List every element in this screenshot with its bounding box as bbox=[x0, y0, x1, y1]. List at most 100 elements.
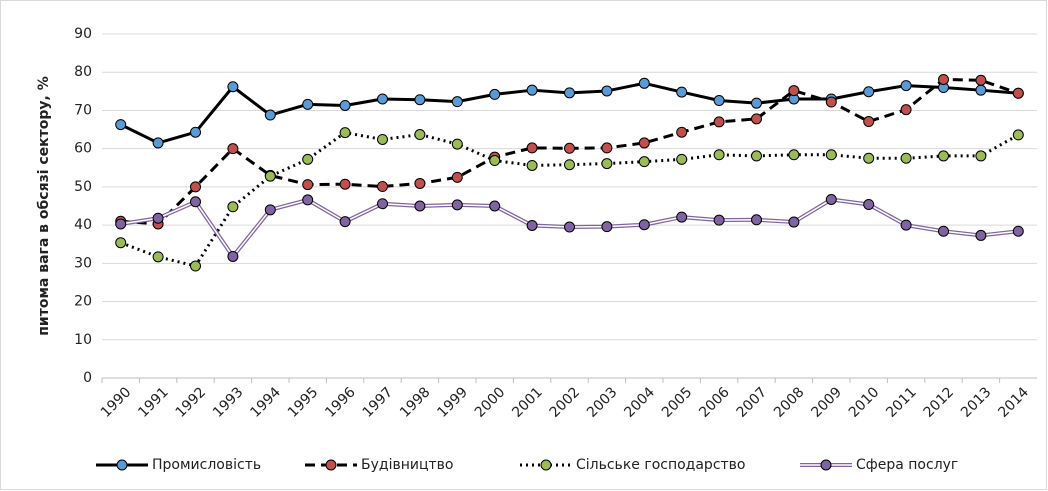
y-tick-label: 80 bbox=[74, 64, 92, 80]
data-point bbox=[489, 200, 501, 212]
legend-marker bbox=[820, 459, 832, 471]
data-point bbox=[302, 153, 314, 165]
data-point bbox=[451, 138, 463, 150]
data-point bbox=[227, 250, 239, 262]
data-point bbox=[825, 149, 837, 161]
data-point bbox=[414, 129, 426, 141]
data-point bbox=[190, 260, 201, 272]
data-point bbox=[414, 200, 426, 212]
data-point bbox=[938, 225, 949, 237]
data-point bbox=[152, 251, 164, 263]
y-tick-label: 60 bbox=[74, 141, 92, 157]
data-point bbox=[676, 211, 688, 223]
data-point bbox=[638, 219, 650, 231]
data-point bbox=[638, 77, 650, 89]
data-point bbox=[227, 81, 239, 93]
data-point bbox=[115, 237, 127, 249]
data-point bbox=[339, 178, 351, 190]
data-point bbox=[564, 221, 575, 233]
data-point bbox=[863, 152, 875, 164]
data-point bbox=[302, 98, 314, 110]
data-point bbox=[564, 87, 575, 99]
y-tick-label: 10 bbox=[74, 332, 92, 348]
data-point bbox=[264, 204, 276, 216]
data-point bbox=[227, 143, 239, 155]
data-point bbox=[713, 214, 725, 226]
data-point bbox=[601, 142, 613, 154]
data-point bbox=[115, 218, 127, 230]
legend-label: Будівництво bbox=[361, 457, 453, 473]
data-point bbox=[451, 96, 463, 108]
data-point bbox=[190, 196, 201, 208]
data-point bbox=[377, 93, 388, 105]
data-point bbox=[451, 199, 463, 211]
data-point bbox=[788, 85, 800, 97]
data-point bbox=[339, 99, 351, 111]
data-point bbox=[377, 181, 388, 193]
data-point bbox=[713, 116, 725, 128]
data-point bbox=[451, 171, 463, 183]
data-point bbox=[751, 113, 762, 125]
y-axis-title: питома вага в обсязі сектору, % bbox=[36, 76, 52, 336]
data-point bbox=[900, 104, 912, 116]
y-tick-label: 0 bbox=[83, 370, 92, 386]
data-point bbox=[564, 142, 575, 154]
data-point bbox=[601, 221, 613, 233]
data-point bbox=[751, 150, 762, 162]
data-point bbox=[676, 126, 688, 138]
data-point bbox=[751, 97, 762, 109]
data-point bbox=[975, 84, 987, 96]
data-point bbox=[115, 119, 127, 131]
data-point bbox=[975, 229, 987, 241]
legend-marker bbox=[325, 459, 337, 471]
data-point bbox=[526, 142, 538, 154]
data-point bbox=[975, 150, 987, 162]
data-point bbox=[863, 198, 875, 210]
data-point bbox=[190, 126, 201, 138]
data-point bbox=[638, 137, 650, 149]
data-point bbox=[788, 149, 800, 161]
data-point bbox=[900, 152, 912, 164]
data-point bbox=[414, 177, 426, 189]
data-point bbox=[825, 194, 837, 206]
y-tick-label: 90 bbox=[74, 26, 92, 42]
legend-marker bbox=[116, 459, 128, 471]
data-point bbox=[302, 179, 314, 191]
data-point bbox=[339, 127, 351, 139]
data-point bbox=[938, 150, 949, 162]
data-point bbox=[1012, 87, 1024, 99]
data-point bbox=[713, 95, 725, 107]
data-point bbox=[863, 86, 875, 98]
data-point bbox=[676, 86, 688, 98]
data-point bbox=[264, 170, 276, 182]
legend-label: Промисловість bbox=[152, 457, 261, 473]
data-point bbox=[264, 109, 276, 121]
data-point bbox=[751, 214, 762, 226]
data-point bbox=[489, 88, 501, 100]
data-point bbox=[601, 158, 613, 170]
data-point bbox=[339, 216, 351, 228]
data-point bbox=[938, 73, 949, 85]
data-point bbox=[863, 116, 875, 128]
y-tick-label: 20 bbox=[74, 294, 92, 310]
legend-marker bbox=[540, 459, 552, 471]
y-tick-label: 70 bbox=[74, 102, 92, 118]
data-point bbox=[713, 149, 725, 161]
data-point bbox=[152, 137, 164, 149]
data-point bbox=[788, 216, 800, 228]
data-point bbox=[1012, 225, 1024, 237]
y-tick-label: 40 bbox=[74, 217, 92, 233]
data-point bbox=[676, 153, 688, 165]
legend-label: Сфера послуг bbox=[856, 457, 958, 473]
data-point bbox=[900, 80, 912, 92]
data-point bbox=[564, 159, 575, 171]
data-point bbox=[601, 85, 613, 97]
data-point bbox=[900, 219, 912, 231]
data-point bbox=[526, 159, 538, 171]
y-tick-label: 50 bbox=[74, 179, 92, 195]
data-point bbox=[975, 74, 987, 86]
y-tick-label: 30 bbox=[74, 255, 92, 271]
data-point bbox=[526, 84, 538, 96]
